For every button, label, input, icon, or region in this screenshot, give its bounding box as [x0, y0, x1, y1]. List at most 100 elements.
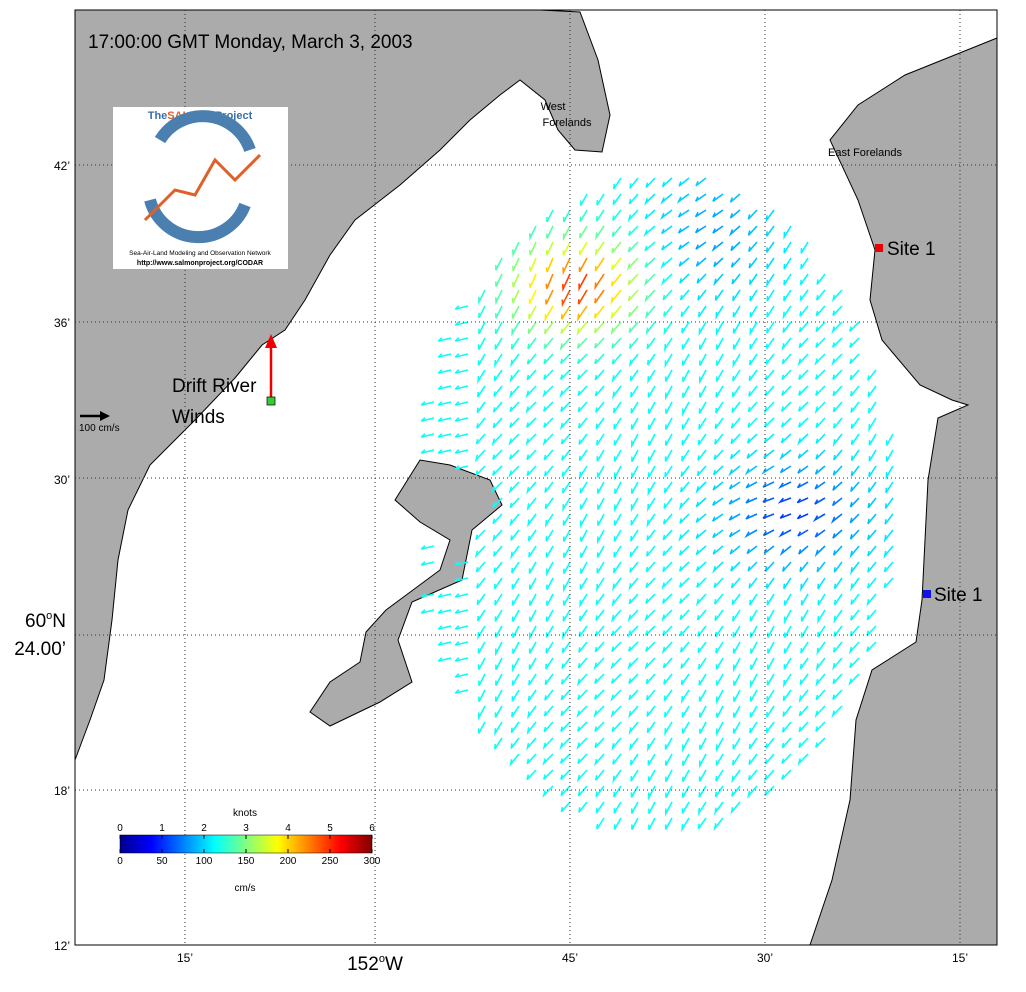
current-vector: [511, 561, 520, 574]
current-vector: [644, 657, 656, 671]
current-vector: [508, 433, 520, 447]
current-vector: [680, 465, 690, 477]
current-vector: [560, 769, 571, 780]
current-vector: [477, 609, 486, 622]
current-vector: [630, 417, 639, 430]
lat-tick-label: 18’: [54, 784, 70, 798]
current-vector: [732, 321, 741, 334]
current-vector: [613, 817, 622, 830]
current-vector: [543, 417, 554, 428]
current-vector: [631, 801, 639, 814]
current-vector: [663, 481, 673, 494]
current-vector: [849, 321, 860, 332]
current-vector: [529, 241, 537, 256]
current-vector: [850, 401, 860, 413]
current-vector: [712, 561, 724, 574]
current-vector: [628, 577, 639, 591]
colorbar-tick-label: 4: [285, 823, 291, 834]
current-vector: [765, 737, 775, 749]
current-vector: [543, 721, 554, 733]
colorbar-title: cm/s: [234, 883, 255, 894]
current-vector: [780, 417, 792, 428]
current-vector: [716, 689, 724, 705]
current-vector: [543, 769, 554, 780]
current-vector: [509, 513, 520, 527]
current-vector: [713, 577, 724, 589]
current-vector: [454, 385, 469, 390]
current-vector: [763, 401, 775, 415]
current-vector: [849, 657, 860, 669]
current-vector: [729, 449, 741, 460]
current-vector: [594, 337, 605, 349]
current-vector: [559, 737, 571, 751]
current-vector: [629, 753, 639, 766]
logo-tagline: Sea-Air-Land Modeling and Observation Ne…: [129, 250, 271, 257]
current-vector: [454, 321, 469, 326]
current-vector: [682, 753, 690, 766]
current-vector: [681, 449, 690, 462]
current-vector: [814, 481, 826, 490]
current-vector: [543, 353, 554, 365]
current-vector: [478, 657, 486, 670]
current-vector: [749, 321, 758, 337]
current-vector: [560, 689, 571, 701]
current-vector: [629, 737, 639, 752]
current-vector: [611, 673, 622, 684]
current-vector: [491, 481, 503, 495]
current-vector: [664, 705, 673, 718]
current-vector: [495, 657, 503, 670]
current-vector: [815, 657, 826, 672]
current-vector: [511, 577, 520, 590]
current-vector: [867, 545, 877, 557]
current-vector: [644, 193, 656, 206]
current-vector: [509, 401, 520, 413]
current-vector: [767, 609, 775, 622]
current-vector: [628, 705, 639, 719]
current-vector: [747, 417, 758, 429]
current-vector: [510, 737, 520, 749]
current-vector: [682, 737, 690, 753]
current-vector: [765, 353, 775, 365]
current-vector: [477, 385, 486, 398]
current-vector: [663, 513, 673, 525]
colorbar-tick-label: 0: [117, 823, 123, 834]
current-vector: [528, 289, 537, 305]
current-vector: [782, 689, 792, 702]
current-vector: [679, 513, 690, 524]
current-vector: [747, 785, 758, 799]
current-vector: [529, 609, 537, 622]
current-vector: [698, 689, 707, 702]
current-vector: [560, 801, 571, 813]
current-vector: [437, 385, 452, 390]
current-vector: [627, 625, 639, 639]
current-vector: [832, 401, 843, 413]
current-vector: [750, 625, 758, 638]
current-vector: [525, 433, 537, 447]
current-vector: [509, 449, 520, 460]
current-vector: [478, 305, 486, 319]
current-vector: [593, 305, 605, 319]
current-vector: [454, 657, 469, 662]
current-vector: [681, 321, 690, 334]
current-vector: [562, 481, 571, 494]
current-vector: [544, 689, 554, 701]
current-vector: [867, 497, 877, 509]
current-vector: [732, 753, 741, 766]
logo: TheSALMONProject Sea-Air-Land Modeling a…: [113, 107, 288, 269]
current-vector: [850, 417, 860, 430]
current-vector: [644, 209, 656, 220]
current-vector: [545, 545, 554, 558]
current-vector: [544, 321, 554, 335]
current-vector: [694, 225, 707, 234]
current-vector: [596, 545, 605, 558]
current-vector: [560, 401, 571, 413]
current-vector: [781, 721, 792, 733]
current-vector: [630, 497, 639, 513]
current-vector: [528, 641, 537, 654]
current-vector: [699, 385, 707, 398]
current-vector: [676, 193, 690, 204]
current-vector: [797, 353, 809, 367]
lat-center-min: 24.00’: [14, 639, 66, 660]
current-vector: [562, 513, 571, 526]
current-vector: [732, 305, 741, 318]
